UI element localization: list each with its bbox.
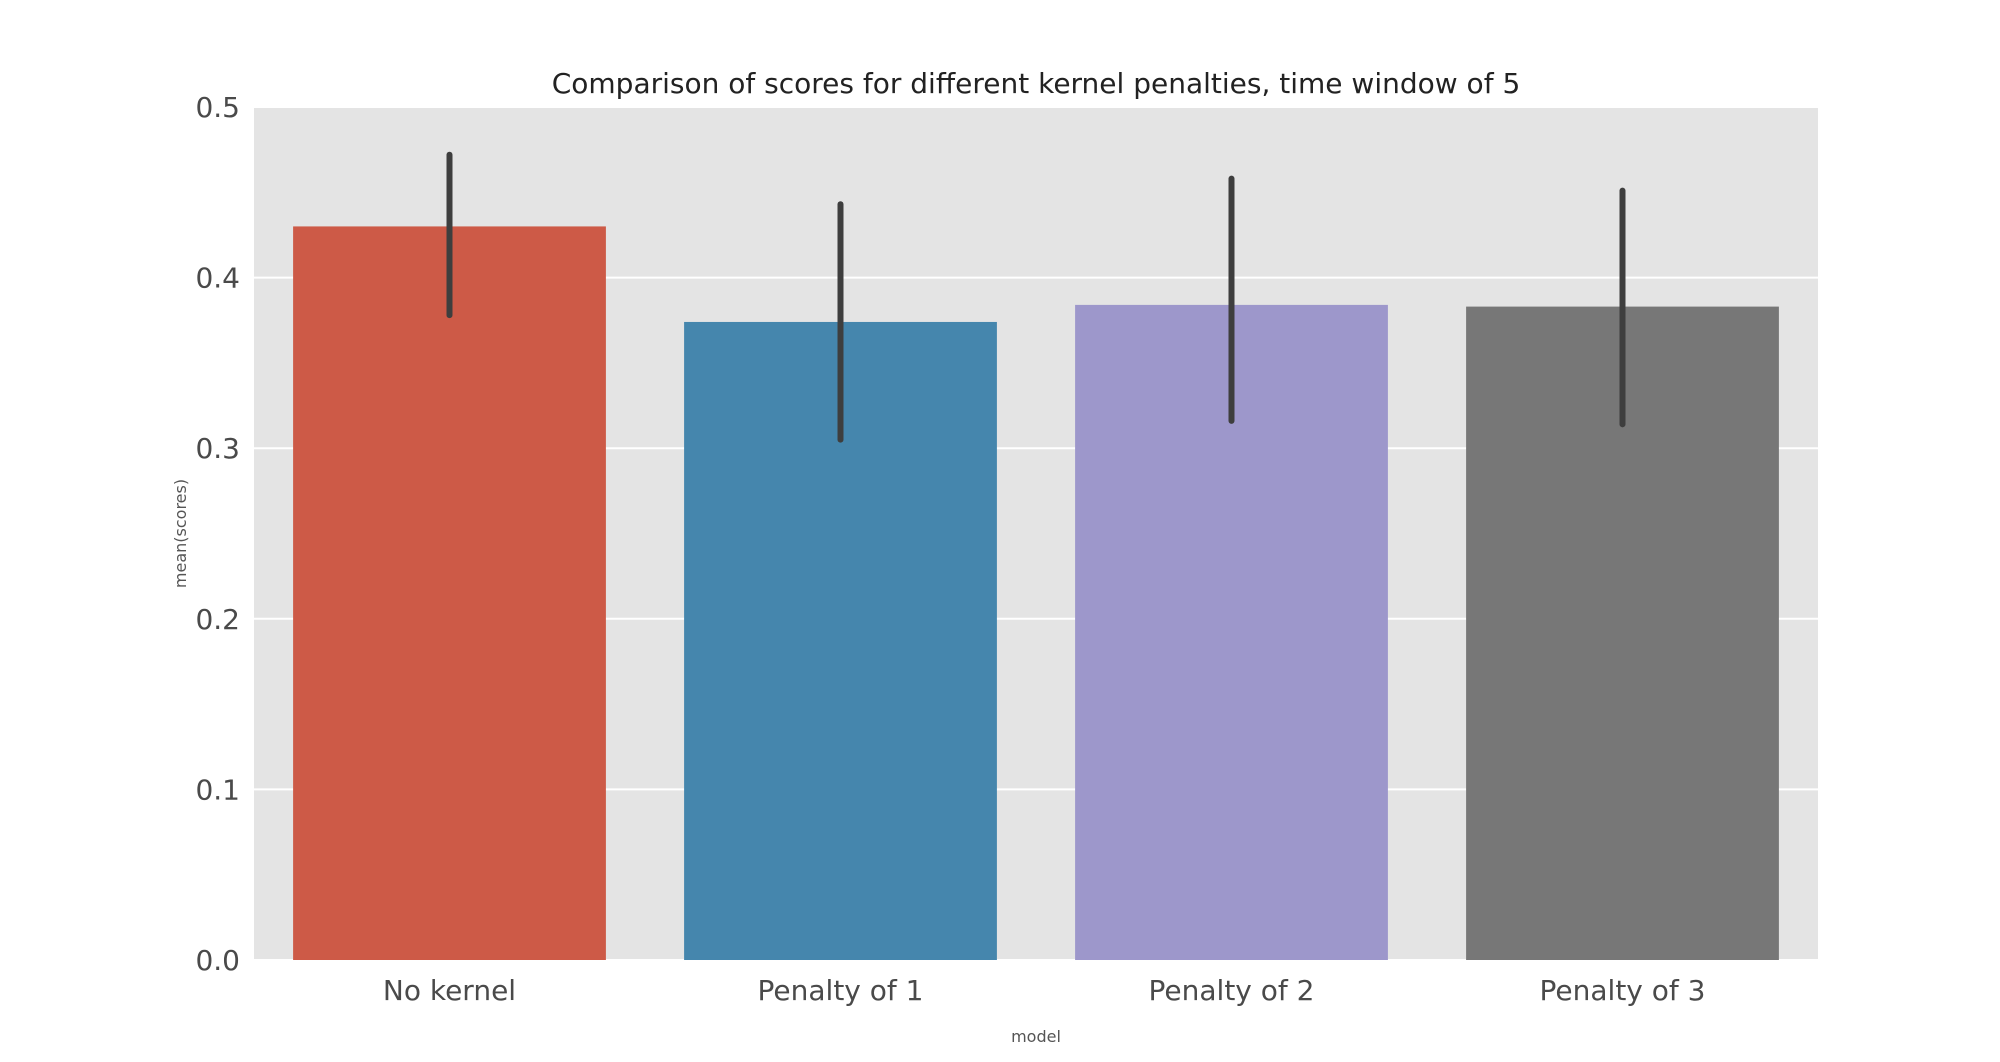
error-bars xyxy=(446,151,1626,443)
x-axis-label: model xyxy=(1011,1027,1061,1046)
x-tick-label: Penalty of 2 xyxy=(1149,974,1315,1007)
y-tick-label: 0.5 xyxy=(195,91,240,124)
chart-title: Comparison of scores for different kerne… xyxy=(552,67,1521,100)
y-tick-label: 0.4 xyxy=(195,262,240,295)
x-tick-label: Penalty of 3 xyxy=(1540,974,1706,1007)
y-axis-ticks: 0.0 0.1 0.2 0.3 0.4 0.5 xyxy=(195,91,240,977)
bar xyxy=(293,226,606,961)
bars xyxy=(293,226,1779,961)
y-tick-label: 0.0 xyxy=(195,944,240,977)
y-axis-label: mean(scores) xyxy=(171,479,190,588)
y-tick-label: 0.1 xyxy=(195,773,240,806)
x-axis-ticks: No kernel Penalty of 1 Penalty of 2 Penalty… xyxy=(383,974,1706,1007)
y-tick-label: 0.3 xyxy=(195,432,240,465)
x-tick-label: Penalty of 1 xyxy=(758,974,924,1007)
x-tick-label: No kernel xyxy=(383,974,516,1007)
y-tick-label: 0.2 xyxy=(195,603,240,636)
